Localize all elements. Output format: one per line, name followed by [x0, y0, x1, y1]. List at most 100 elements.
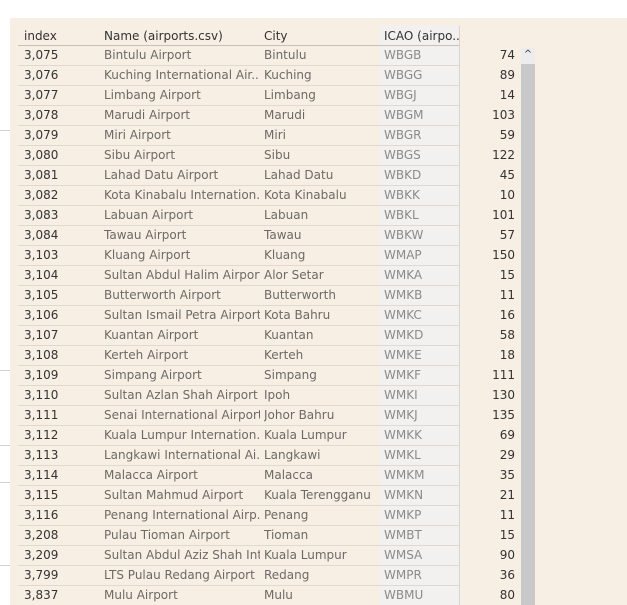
table-row[interactable]: 3,079 Miri Airport Miri WBGR 59	[10, 126, 535, 146]
row-airport-name: Mulu Airport	[104, 588, 178, 602]
row-city: Tioman	[264, 528, 309, 542]
row-divider	[18, 505, 460, 506]
row-value: 16	[499, 308, 515, 322]
vertical-scrollbar-thumb[interactable]	[521, 64, 535, 605]
row-airport-name: Lahad Datu Airport	[104, 168, 219, 182]
table-row[interactable]: 3,084 Tawau Airport Tawau WBKW 57	[10, 226, 535, 246]
row-index: 3,080	[24, 148, 59, 162]
row-index: 3,083	[24, 208, 59, 222]
row-icao: WBGM	[380, 106, 462, 125]
row-airport-name: Marudi Airport	[104, 108, 191, 122]
header-name[interactable]: Name (airports.csv)	[104, 29, 223, 43]
table-row[interactable]: 3,108 Kerteh Airport Kerteh WMKE 18	[10, 346, 535, 366]
row-city: Kerteh	[264, 348, 304, 362]
row-divider	[18, 365, 460, 366]
row-divider	[18, 405, 460, 406]
row-index: 3,107	[24, 328, 59, 342]
header-icao[interactable]: ICAO (airpo..	[384, 29, 460, 43]
row-icao: WBKW	[380, 226, 462, 245]
row-divider	[18, 325, 460, 326]
row-value: 111	[492, 368, 515, 382]
row-index: 3,084	[24, 228, 59, 242]
row-divider	[18, 305, 460, 306]
row-city: Simpang	[264, 368, 317, 382]
table-row[interactable]: 3,076 Kuching International Air.. Kuching W…	[10, 66, 535, 86]
row-divider	[18, 585, 460, 586]
table-row[interactable]: 3,115 Sultan Mahmud Airport Kuala Terengga…	[10, 486, 535, 506]
row-airport-name: Miri Airport	[104, 128, 171, 142]
table-row[interactable]: 3,114 Malacca Airport Malacca WMKM 35	[10, 466, 535, 486]
table-body: 3,075 Bintulu Airport Bintulu WBGB 74 3,076 Ku…	[10, 46, 535, 605]
row-city: Marudi	[264, 108, 306, 122]
row-airport-name: Simpang Airport	[104, 368, 202, 382]
row-divider	[18, 425, 460, 426]
row-airport-name: Kuantan Airport	[104, 328, 199, 342]
row-airport-name: Kuching International Air..	[104, 68, 259, 82]
row-divider	[18, 525, 460, 526]
row-value: 10	[499, 188, 515, 202]
row-index: 3,108	[24, 348, 59, 362]
row-airport-name: Tawau Airport	[104, 228, 187, 242]
row-divider	[18, 245, 460, 246]
table-row[interactable]: 3,837 Mulu Airport Mulu WBMU 80	[10, 586, 535, 605]
table-row[interactable]: 3,075 Bintulu Airport Bintulu WBGB 74	[10, 46, 535, 66]
table-row[interactable]: 3,116 Penang International Airp.. Penang WM…	[10, 506, 535, 526]
table-row[interactable]: 3,208 Pulau Tioman Airport Tioman WMBT 15	[10, 526, 535, 546]
table-row[interactable]: 3,105 Butterworth Airport Butterworth WMKB 1…	[10, 286, 535, 306]
row-city: Langkawi	[264, 448, 321, 462]
row-index: 3,082	[24, 188, 59, 202]
chevron-up-icon[interactable]: ^	[521, 48, 535, 62]
header-index[interactable]: index	[24, 29, 57, 43]
row-index: 3,209	[24, 548, 59, 562]
table-row[interactable]: 3,110 Sultan Azlan Shah Airport Ipoh WMKI 13…	[10, 386, 535, 406]
row-city: Sibu	[264, 148, 291, 162]
row-index: 3,112	[24, 428, 59, 442]
row-value: 36	[499, 568, 515, 582]
table-row[interactable]: 3,799 LTS Pulau Redang Airport Redang WMPR 3…	[10, 566, 535, 586]
row-value: 29	[499, 448, 515, 462]
row-index: 3,109	[24, 368, 59, 382]
row-index: 3,115	[24, 488, 59, 502]
row-city: Lahad Datu	[264, 168, 334, 182]
row-divider	[18, 545, 460, 546]
row-airport-name: Senai International Airport	[104, 408, 260, 422]
row-icao: WBGS	[380, 146, 462, 165]
table-row[interactable]: 3,106 Sultan Ismail Petra Airport Kota Bah…	[10, 306, 535, 326]
table-row[interactable]: 3,111 Senai International Airport Johor Ba…	[10, 406, 535, 426]
table-row[interactable]: 3,083 Labuan Airport Labuan WBKL 101	[10, 206, 535, 226]
gutter-tick	[0, 130, 10, 131]
table-row[interactable]: 3,112 Kuala Lumpur Internation.. Kuala Lum…	[10, 426, 535, 446]
row-airport-name: Sultan Ismail Petra Airport	[104, 308, 260, 322]
table-row[interactable]: 3,081 Lahad Datu Airport Lahad Datu WBKD 45	[10, 166, 535, 186]
row-city: Labuan	[264, 208, 309, 222]
row-index: 3,837	[24, 588, 59, 602]
table-row[interactable]: 3,082 Kota Kinabalu Internation.. Kota Kin…	[10, 186, 535, 206]
table-row[interactable]: 3,078 Marudi Airport Marudi WBGM 103	[10, 106, 535, 126]
table-row[interactable]: 3,077 Limbang Airport Limbang WBGJ 14	[10, 86, 535, 106]
table-row[interactable]: 3,103 Kluang Airport Kluang WMAP 150	[10, 246, 535, 266]
table-row[interactable]: 3,209 Sultan Abdul Aziz Shah Int.. Kuala L…	[10, 546, 535, 566]
row-divider	[18, 285, 460, 286]
table-row[interactable]: 3,107 Kuantan Airport Kuantan WMKD 58	[10, 326, 535, 346]
table-row[interactable]: 3,109 Simpang Airport Simpang WMKF 111	[10, 366, 535, 386]
row-index: 3,106	[24, 308, 59, 322]
row-divider	[18, 125, 460, 126]
row-divider	[18, 565, 460, 566]
row-city: Kota Bahru	[264, 308, 331, 322]
row-value: 69	[499, 428, 515, 442]
table-row[interactable]: 3,080 Sibu Airport Sibu WBGS 122	[10, 146, 535, 166]
row-index: 3,077	[24, 88, 59, 102]
row-icao: WMKB	[380, 286, 462, 305]
row-airport-name: Pulau Tioman Airport	[104, 528, 230, 542]
row-icao: WMKC	[380, 306, 462, 325]
header-city[interactable]: City	[264, 29, 288, 43]
row-icao: WMKN	[380, 486, 462, 505]
table-row[interactable]: 3,104 Sultan Abdul Halim Airport Alor Seta…	[10, 266, 535, 286]
gutter-tick	[0, 565, 10, 566]
row-divider	[18, 65, 460, 66]
row-icao: WBGB	[380, 46, 462, 65]
table-row[interactable]: 3,113 Langkawi International Ai.. Langkawi…	[10, 446, 535, 466]
row-divider	[18, 445, 460, 446]
row-city: Butterworth	[264, 288, 336, 302]
